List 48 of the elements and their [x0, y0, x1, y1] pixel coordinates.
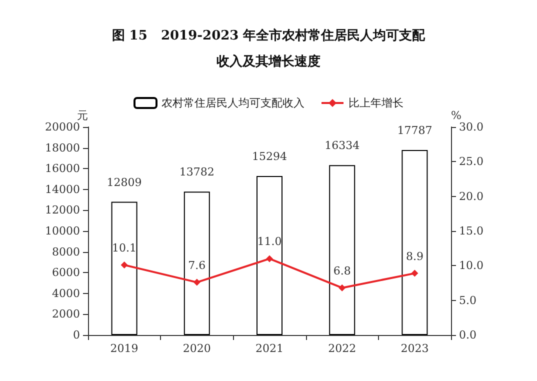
y-tick-label: 18000: [45, 141, 80, 154]
data-label: 15294: [252, 150, 287, 163]
data-label: 8.9: [406, 250, 424, 263]
y2-tick-label: 5.0: [459, 294, 476, 307]
point: [411, 270, 418, 277]
y-tick-label: 8000: [52, 245, 80, 258]
y-axis-title: 元: [77, 109, 88, 122]
point: [266, 255, 273, 262]
y2-tick-label: 20.0: [459, 190, 484, 203]
y-tick-label: 14000: [45, 182, 80, 196]
y-tick-label: 12000: [45, 204, 80, 217]
point: [120, 261, 128, 268]
y-tick-label: 20000: [45, 120, 80, 134]
chart-title: 图 15 2019-2023 年全市农村常住居民人均可支配收入及其增长速度: [112, 28, 426, 70]
bar: [184, 192, 210, 335]
bar: [111, 202, 138, 335]
data-label: 17787: [397, 124, 432, 138]
bar: [329, 165, 356, 335]
data-label: 6.8: [333, 264, 351, 278]
data-label: 13782: [179, 166, 214, 179]
data-label: 11.0: [257, 235, 282, 248]
x-tick-label: 2023: [400, 342, 429, 355]
bar: [256, 176, 282, 335]
legend-label: 比上年增长: [348, 96, 404, 110]
y-tick-label: 10000: [45, 224, 80, 238]
y-tick-label: 2000: [52, 308, 80, 321]
bar: [402, 150, 428, 335]
y2-axis-title: %: [451, 109, 462, 122]
y2-tick-label: 25.0: [459, 155, 484, 168]
data-label: 16334: [324, 139, 360, 152]
x-tick-label: 2022: [328, 342, 356, 355]
y2-tick-label: 15.0: [459, 224, 484, 238]
point: [193, 278, 200, 286]
y2-tick-label: 10.0: [459, 259, 484, 272]
legend-label: 农村常住居民人均可支配收入: [162, 96, 304, 110]
y2-tick-label: 0.0: [459, 328, 476, 342]
y-tick-label: 16000: [45, 162, 80, 176]
data-label: 12809: [106, 176, 142, 189]
y2-tick-label: 30.0: [459, 120, 484, 134]
x-tick-label: 2021: [256, 342, 284, 355]
x-tick-label: 2019: [110, 342, 138, 355]
data-label: 10.1: [112, 241, 137, 254]
x-tick-label: 2020: [182, 342, 211, 355]
y-tick-label: 6000: [52, 266, 80, 280]
y-tick-label: 4000: [52, 286, 80, 300]
data-label: 7.6: [188, 258, 206, 272]
y-tick-label: 0: [73, 328, 80, 342]
point: [338, 284, 346, 292]
